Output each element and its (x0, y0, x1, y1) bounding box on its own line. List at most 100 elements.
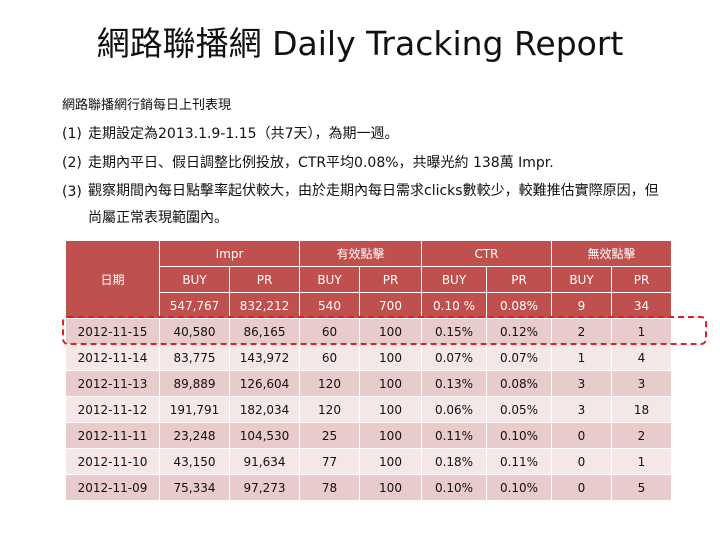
table-cell: 75,334 (159, 474, 230, 501)
table-cell: 0.08% (486, 370, 552, 397)
note-text: 走期內平日、假日調整比例投放，CTR平均0.08%，共曝光約 138萬 Impr… (88, 155, 554, 171)
table-cell: 3 (611, 370, 672, 397)
table-cell: 4 (611, 344, 672, 371)
table-cell: 0.10% (486, 474, 552, 501)
table-row: 2012-11-13 89,889 126,604 120 100 0.13% … (65, 370, 672, 397)
subheader-cell: BUY (299, 266, 360, 293)
total-cell: 9 (551, 292, 612, 319)
subheader-cell: BUY (551, 266, 612, 293)
table-cell: 100 (359, 370, 422, 397)
group-header-invalid-clicks: 無效點擊 (551, 240, 672, 267)
date-header: 日期 (65, 240, 160, 319)
table-cell: 5 (611, 474, 672, 501)
table-cell: 0.07% (421, 344, 487, 371)
table-row: 2012-11-10 43,150 91,634 77 100 0.18% 0.… (65, 448, 672, 475)
total-cell: 547,767 (159, 292, 230, 319)
date-cell: 2012-11-15 (65, 318, 160, 345)
table-cell: 25 (299, 422, 360, 449)
table-cell: 18 (611, 396, 672, 423)
table-cell: 0 (551, 422, 612, 449)
date-cell: 2012-11-11 (65, 422, 160, 449)
table-cell: 126,604 (229, 370, 300, 397)
table-cell: 77 (299, 448, 360, 475)
note-item-2: (2) 走期內平日、假日調整比例投放，CTR平均0.08%，共曝光約 138萬 … (62, 153, 662, 173)
table-cell: 2 (551, 318, 612, 345)
report-title: 網路聯播網 Daily Tracking Report (96, 24, 624, 63)
date-cell: 2012-11-10 (65, 448, 160, 475)
table-cell: 0.11% (486, 448, 552, 475)
table-cell: 100 (359, 422, 422, 449)
table-row: 2012-11-11 23,248 104,530 25 100 0.11% 0… (65, 422, 672, 449)
table-cell: 1 (551, 344, 612, 371)
table-cell: 3 (551, 396, 612, 423)
subheader-cell: PR (611, 266, 672, 293)
total-cell: 832,212 (229, 292, 300, 319)
table-row: 2012-11-15 40,580 86,165 60 100 0.15% 0.… (65, 318, 672, 345)
note-number: (1) (62, 126, 82, 142)
note-text: 走期設定為2013.1.9-1.15（共7天），為期一週。 (88, 126, 399, 142)
total-cell: 540 (299, 292, 360, 319)
table-cell: 120 (299, 396, 360, 423)
date-cell: 2012-11-12 (65, 396, 160, 423)
table-cell: 0.10% (486, 422, 552, 449)
table-cell: 43,150 (159, 448, 230, 475)
table-cell: 0.15% (421, 318, 487, 345)
table-row: 2012-11-09 75,334 97,273 78 100 0.10% 0.… (65, 474, 672, 501)
table-cell: 0.10% (421, 474, 487, 501)
subheader-cell: PR (359, 266, 422, 293)
totals-row: 547,767 832,212 540 700 0.10 % 0.08% 9 3… (66, 292, 672, 319)
table-cell: 182,034 (229, 396, 300, 423)
table-cell: 100 (359, 344, 422, 371)
table-cell: 78 (299, 474, 360, 501)
table-cell: 100 (359, 318, 422, 345)
total-cell: 34 (611, 292, 672, 319)
subheader-cell: BUY (421, 266, 487, 293)
note-number: (2) (62, 155, 82, 171)
total-cell: 0.10 % (421, 292, 487, 319)
table-cell: 60 (299, 344, 360, 371)
subheader-cell: PR (229, 266, 300, 293)
table-cell: 60 (299, 318, 360, 345)
table-cell: 0.12% (486, 318, 552, 345)
table-cell: 0 (551, 474, 612, 501)
intro-text: 網路聯播網行銷每日上刊表現 (62, 98, 232, 113)
notes-list: (1) 走期設定為2013.1.9-1.15（共7天），為期一週。 (2) 走期… (62, 124, 662, 241)
date-cell: 2012-11-14 (65, 344, 160, 371)
group-header-ctr: CTR (421, 240, 552, 267)
table-cell: 100 (359, 474, 422, 501)
date-cell: 2012-11-09 (65, 474, 160, 501)
tracking-table: 日期 Impr 有效點擊 CTR 無效點擊 BUY PR BUY PR BUY … (65, 240, 672, 501)
table-cell: 191,791 (159, 396, 230, 423)
table-cell: 83,775 (159, 344, 230, 371)
table-cell: 0 (551, 448, 612, 475)
table-cell: 100 (359, 448, 422, 475)
table-cell: 40,580 (159, 318, 230, 345)
note-number: (3) (62, 184, 82, 200)
table-cell: 0.05% (486, 396, 552, 423)
table-cell: 100 (359, 396, 422, 423)
group-header-valid-clicks: 有效點擊 (299, 240, 422, 267)
table-cell: 3 (551, 370, 612, 397)
table-cell: 0.18% (421, 448, 487, 475)
note-text: 觀察期間內每日點擊率起伏較大，由於走期內每日需求clicks數較少，較難推估實際… (88, 183, 659, 226)
table-cell: 143,972 (229, 344, 300, 371)
date-cell: 2012-11-13 (65, 370, 160, 397)
table-cell: 1 (611, 318, 672, 345)
table-cell: 0.06% (421, 396, 487, 423)
table-cell: 97,273 (229, 474, 300, 501)
table-cell: 91,634 (229, 448, 300, 475)
note-item-1: (1) 走期設定為2013.1.9-1.15（共7天），為期一週。 (62, 124, 662, 144)
subheader-cell: PR (486, 266, 552, 293)
table-row: 2012-11-14 83,775 143,972 60 100 0.07% 0… (65, 344, 672, 371)
group-header-impr: Impr (159, 240, 300, 267)
table-cell: 2 (611, 422, 672, 449)
total-cell: 0.08% (486, 292, 552, 319)
note-item-3: (3) 觀察期間內每日點擊率起伏較大，由於走期內每日需求clicks數較少，較難… (62, 182, 662, 232)
table-cell: 0.13% (421, 370, 487, 397)
table-row: 2012-11-12 191,791 182,034 120 100 0.06%… (65, 396, 672, 423)
table-cell: 104,530 (229, 422, 300, 449)
table-cell: 120 (299, 370, 360, 397)
table-cell: 89,889 (159, 370, 230, 397)
table-cell: 0.07% (486, 344, 552, 371)
table-cell: 0.11% (421, 422, 487, 449)
